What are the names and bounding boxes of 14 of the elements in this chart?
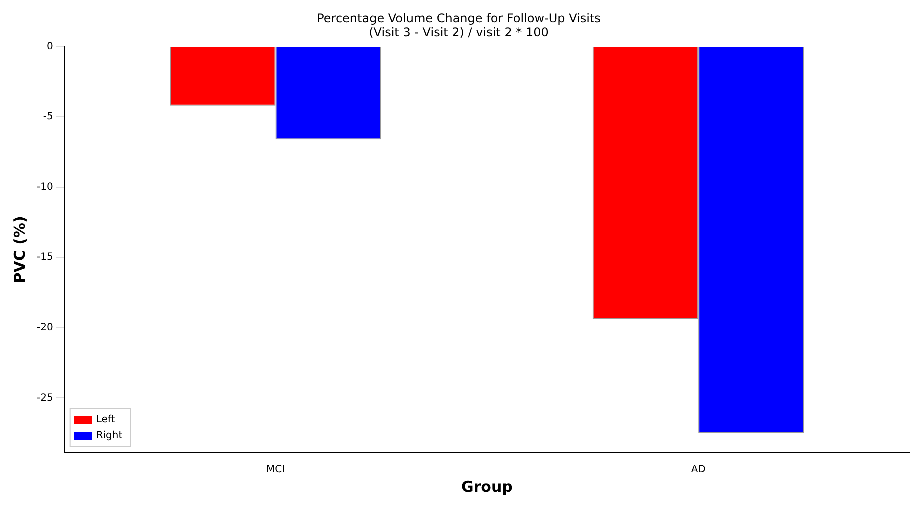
y-tick-label: -20	[36, 322, 54, 334]
chart-subtitle: (Visit 3 - Visit 2) / visit 2 * 100	[369, 26, 549, 40]
x-tick-label: AD	[691, 464, 706, 476]
x-axis-title: Group	[461, 478, 514, 496]
y-tick-label: 0	[46, 41, 54, 52]
y-tick-label: -5	[43, 112, 54, 123]
y-tick-label: -10	[36, 182, 54, 193]
legend-label: Right	[96, 430, 123, 442]
x-tick-label: MCI	[266, 464, 286, 476]
y-tick-label: -15	[36, 252, 54, 264]
y-axis-title: PVC (%)	[10, 216, 29, 284]
legend-label: Left	[96, 414, 116, 426]
y-tick-label: -25	[36, 392, 54, 404]
chart-title: Percentage Volume Change for Follow-Up Visits	[317, 11, 601, 26]
